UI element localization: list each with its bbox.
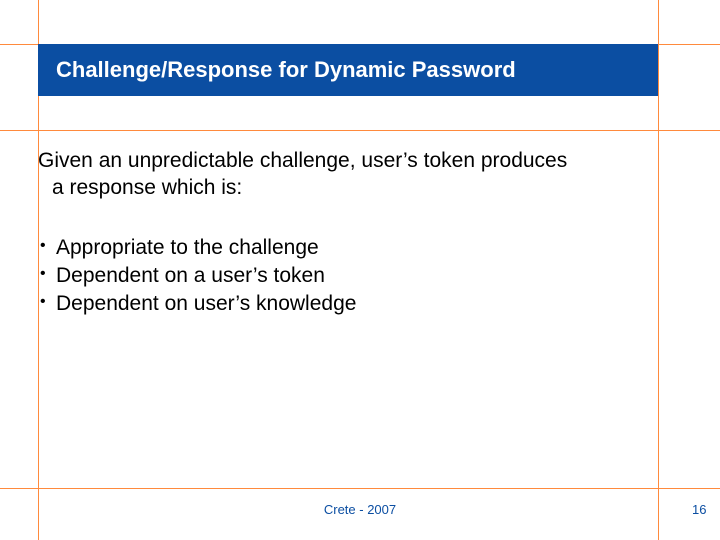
grid-hline xyxy=(0,488,720,489)
grid-hline xyxy=(0,130,720,131)
footer-text: Crete - 2007 xyxy=(260,502,460,517)
bullet-item: Dependent on a user’s token xyxy=(38,262,650,290)
intro-line2: a response which is: xyxy=(38,176,242,199)
bullet-item: Dependent on user’s knowledge xyxy=(38,290,650,318)
bullet-list: Appropriate to the challenge Dependent o… xyxy=(38,234,650,319)
slide: Challenge/Response for Dynamic Password … xyxy=(0,0,720,540)
grid-vline xyxy=(658,0,659,540)
slide-title: Challenge/Response for Dynamic Password xyxy=(56,57,516,83)
page-number: 16 xyxy=(692,502,706,517)
body: Given an unpredictable challenge, user’s… xyxy=(38,148,650,319)
intro-text: Given an unpredictable challenge, user’s… xyxy=(38,148,650,202)
bullet-item: Appropriate to the challenge xyxy=(38,234,650,262)
intro-line1: Given an unpredictable challenge, user’s… xyxy=(38,149,567,172)
title-bar: Challenge/Response for Dynamic Password xyxy=(38,44,658,96)
